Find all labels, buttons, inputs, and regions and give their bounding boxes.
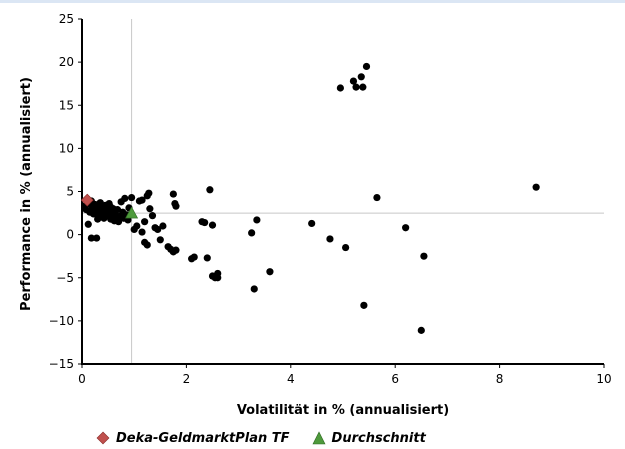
data-points	[80, 62, 540, 334]
y-axis-title: Performance in % (annualisiert)	[19, 77, 34, 311]
data-point	[138, 196, 146, 204]
data-point	[133, 222, 141, 230]
data-point	[143, 241, 151, 249]
data-point	[352, 83, 360, 91]
data-point	[169, 190, 177, 198]
y-tick-label: 0	[66, 228, 74, 242]
data-point	[84, 220, 92, 228]
data-point	[308, 219, 316, 228]
x-tick-label: 8	[496, 372, 504, 386]
data-point	[141, 218, 149, 226]
data-point	[248, 229, 256, 237]
data-point	[206, 186, 214, 194]
y-axis-ticks: −15 −10 −5 0 5 10 15 20 25	[49, 12, 82, 371]
axes	[81, 19, 604, 365]
data-point	[420, 252, 428, 260]
green-triangle-icon	[312, 431, 326, 445]
data-point	[402, 224, 410, 232]
scatter-chart: −15 −10 −5 0 5 10 15 20 25 0 2 4 6 8 10 Performance i…	[19, 12, 612, 418]
data-point	[101, 206, 110, 215]
data-point	[146, 205, 154, 213]
data-point	[127, 193, 136, 202]
data-point	[326, 235, 334, 243]
data-point	[156, 236, 164, 244]
data-point	[107, 203, 115, 211]
data-point	[203, 254, 211, 262]
data-point	[201, 218, 209, 227]
data-point	[94, 215, 102, 223]
x-axis-ticks: 0 2 4 6 8 10	[78, 364, 612, 386]
y-tick-label: −15	[49, 357, 74, 371]
data-point	[208, 221, 217, 229]
data-point	[172, 246, 180, 254]
data-point	[159, 222, 167, 230]
data-point	[253, 216, 261, 224]
data-point	[172, 202, 180, 210]
legend-item-fund: Deka-GeldmarktPlan TF	[96, 431, 290, 446]
data-point	[138, 228, 146, 236]
data-point	[266, 268, 274, 276]
data-point	[250, 285, 258, 293]
data-point	[214, 274, 222, 282]
data-point	[93, 234, 101, 242]
data-point	[357, 73, 365, 81]
fund-marker	[80, 193, 94, 207]
x-tick-label: 0	[78, 372, 86, 386]
data-point	[349, 77, 358, 85]
legend-label-average: Durchschnitt	[331, 430, 426, 446]
x-tick-label: 2	[183, 372, 191, 386]
data-point	[532, 183, 540, 191]
legend-item-average: Durchschnitt	[312, 431, 426, 446]
average-marker	[125, 206, 139, 219]
y-tick-label: 20	[59, 55, 74, 69]
data-point	[121, 194, 129, 202]
x-tick-label: 6	[391, 372, 399, 386]
data-point	[417, 326, 425, 334]
data-point	[154, 225, 162, 234]
legend-label-fund: Deka-GeldmarktPlan TF	[116, 430, 290, 446]
y-tick-label: −10	[49, 314, 74, 328]
y-tick-label: 15	[59, 98, 74, 112]
reference-lines	[82, 19, 604, 364]
legend: Deka-GeldmarktPlan TF Durchschnitt	[96, 428, 448, 448]
x-axis-title: Volatilität in % (annualisiert)	[237, 403, 449, 418]
x-tick-label: 4	[287, 372, 295, 386]
data-point	[373, 193, 381, 202]
y-tick-label: 5	[66, 185, 74, 199]
x-tick-label: 10	[596, 372, 611, 386]
data-point	[336, 84, 344, 92]
data-point	[359, 83, 367, 91]
data-point	[190, 253, 198, 261]
y-tick-label: 25	[59, 12, 74, 26]
data-point	[362, 62, 371, 71]
top-border-strip	[0, 0, 625, 3]
data-point	[87, 234, 95, 242]
data-point	[148, 212, 157, 220]
red-diamond-icon	[96, 431, 110, 445]
y-tick-label: 10	[59, 141, 74, 155]
data-point	[342, 243, 350, 252]
data-point	[145, 189, 153, 197]
y-tick-label: −5	[56, 271, 74, 285]
data-point	[360, 301, 368, 309]
